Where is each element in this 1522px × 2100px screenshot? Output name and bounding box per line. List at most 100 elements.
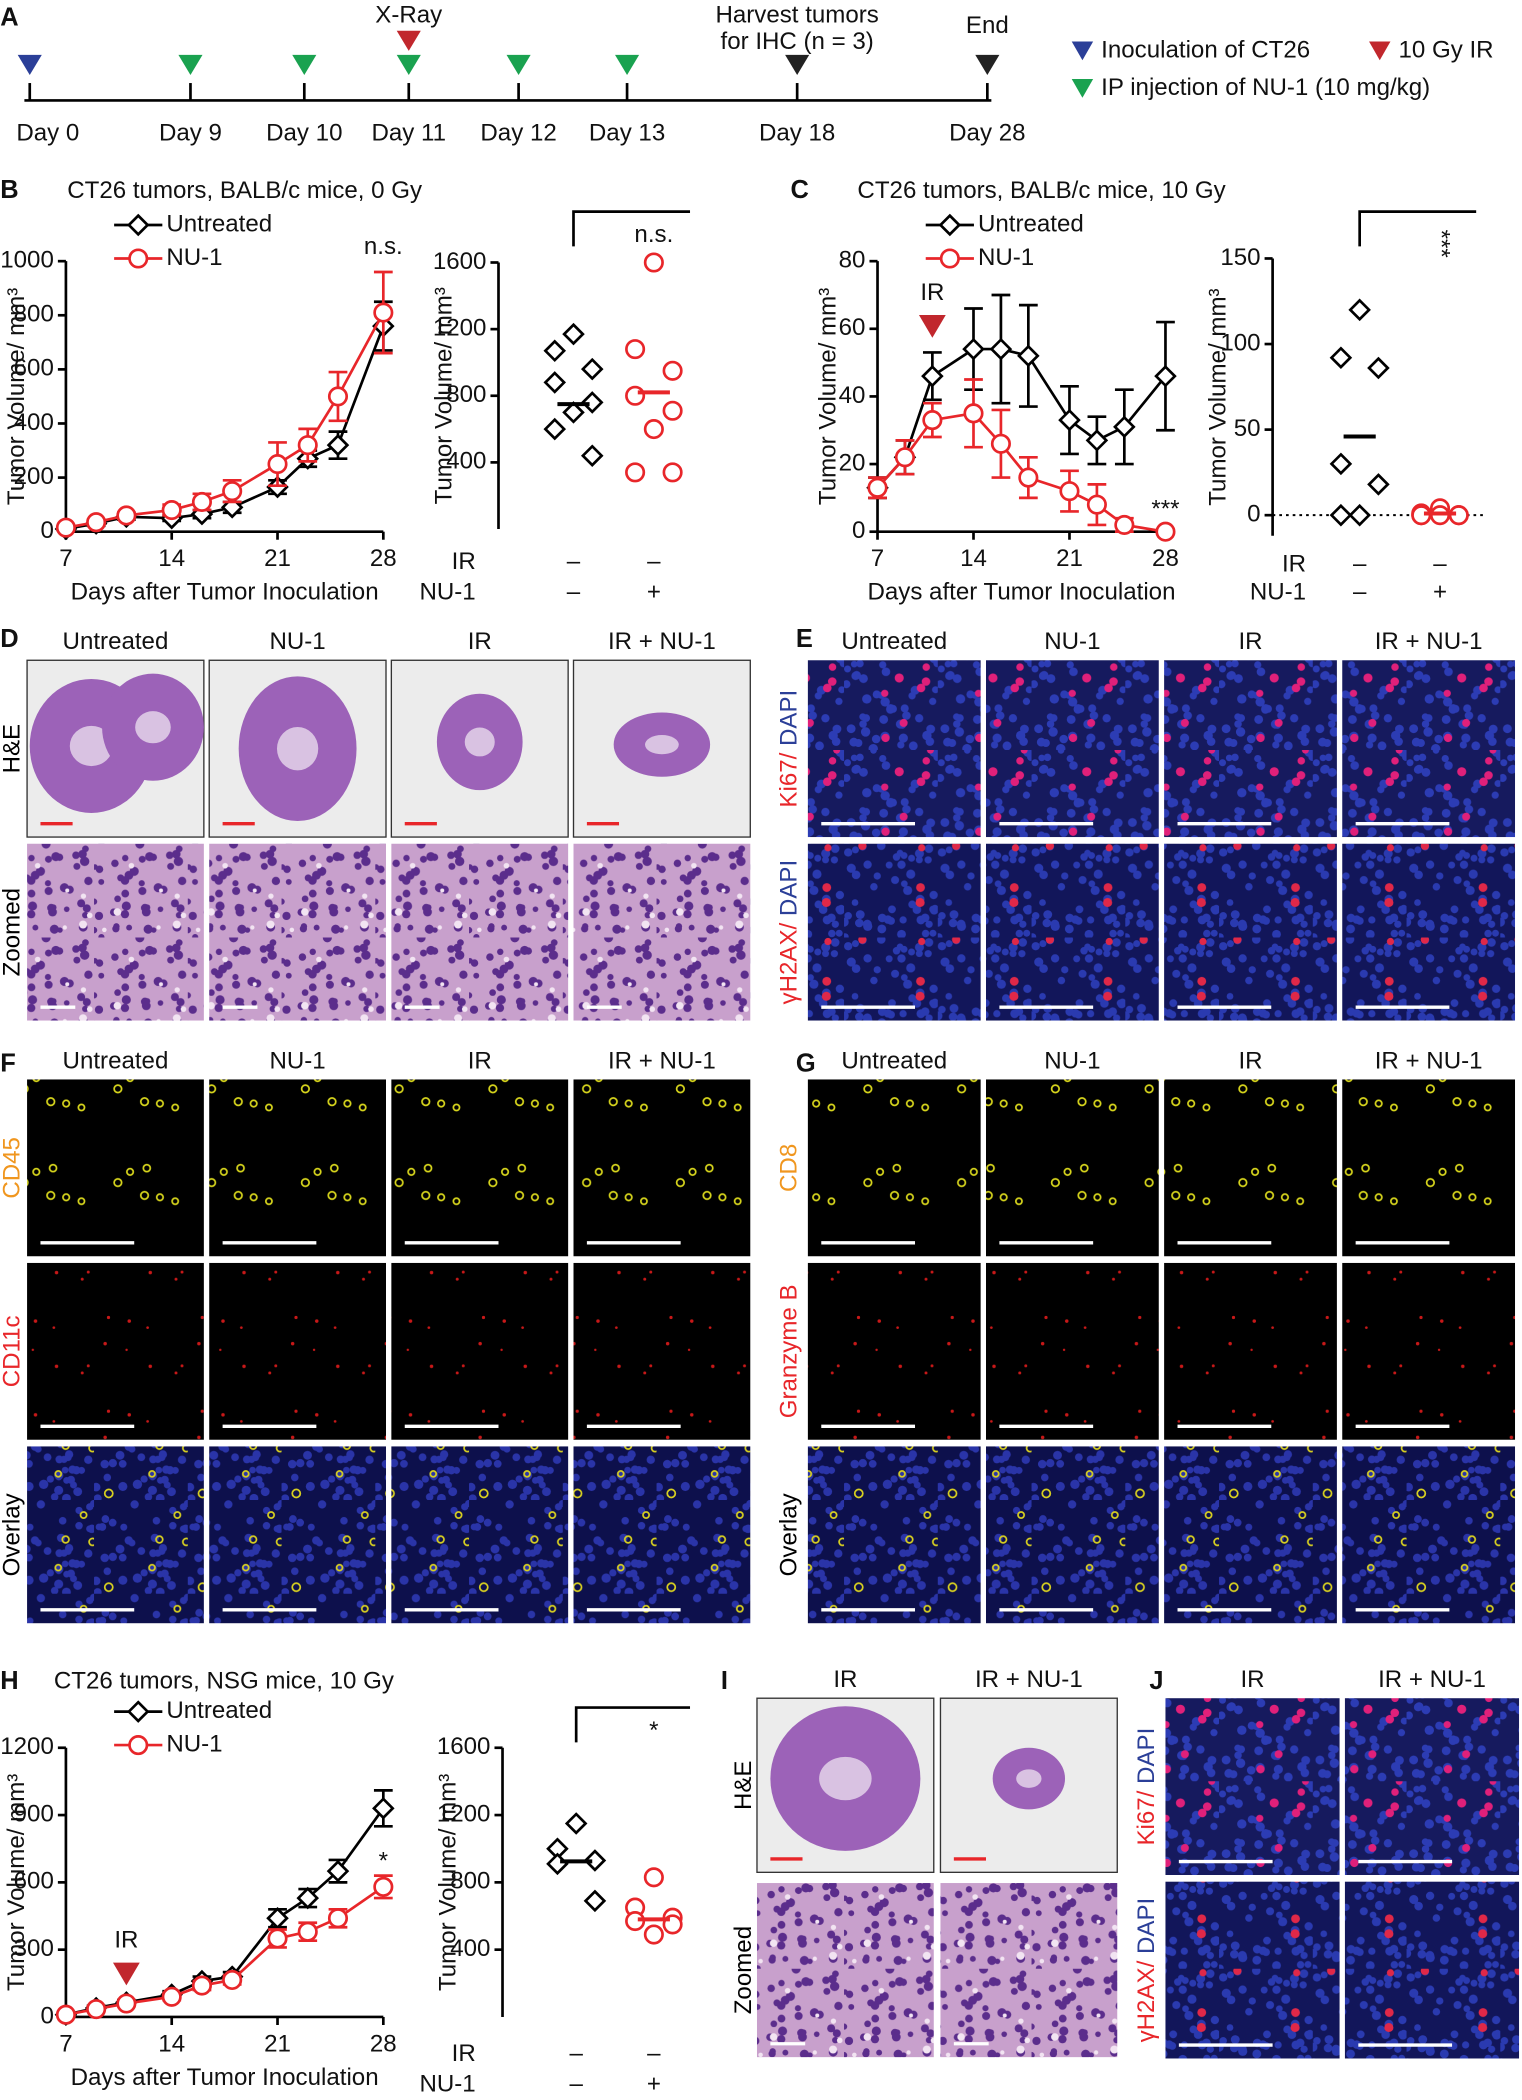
y-tick-label: 150 bbox=[1220, 244, 1260, 271]
tissue-core bbox=[464, 727, 495, 757]
y-tick-label: 400 bbox=[446, 448, 486, 475]
data-point bbox=[1348, 298, 1371, 322]
image-tile bbox=[756, 1883, 934, 2058]
data-point bbox=[989, 337, 1013, 361]
data-point bbox=[962, 337, 985, 361]
x-tick-label: 14 bbox=[960, 545, 987, 572]
image-tile bbox=[209, 1446, 386, 1624]
data-point bbox=[296, 1886, 320, 1910]
column-label: IR bbox=[468, 1047, 492, 1074]
data-point bbox=[894, 447, 915, 468]
row-label-part: CD11c bbox=[0, 1315, 26, 1387]
row-value: – bbox=[647, 548, 661, 575]
tissue-core bbox=[1016, 1769, 1042, 1788]
image-tile bbox=[391, 1446, 569, 1624]
row-value: – bbox=[1353, 551, 1367, 578]
data-point bbox=[867, 477, 888, 498]
image-tile bbox=[1342, 843, 1516, 1021]
row-value: – bbox=[567, 548, 581, 575]
legend-text: NU-1 bbox=[978, 244, 1034, 271]
y-tick-label: 1600 bbox=[433, 248, 487, 275]
data-point bbox=[1059, 481, 1080, 502]
day-label: Day 9 bbox=[159, 119, 222, 146]
data-point bbox=[266, 475, 289, 499]
row-label-part: H&E bbox=[0, 724, 26, 774]
data-point bbox=[643, 1924, 664, 1945]
image-tile bbox=[1342, 1079, 1516, 1257]
y-tick-label: 0 bbox=[852, 517, 865, 544]
x-tick-label: 14 bbox=[158, 545, 185, 572]
y-tick-label: 300 bbox=[14, 1935, 54, 1962]
y-tick-label: 50 bbox=[1234, 415, 1261, 442]
image-tile bbox=[1165, 1881, 1340, 2059]
image-tile bbox=[391, 843, 569, 1021]
image-tile bbox=[1164, 660, 1337, 838]
event-label: X-Ray bbox=[375, 1, 442, 28]
chart-title: CT26 tumors, BALB/c mice, 0 Gy bbox=[67, 177, 422, 204]
column-label: Untreated bbox=[63, 1047, 169, 1074]
image-tile bbox=[573, 1079, 751, 1257]
x-axis-label: Days after Tumor Inoculation bbox=[71, 579, 379, 606]
tissue-core bbox=[645, 735, 679, 755]
image-tile bbox=[1164, 1446, 1337, 1624]
data-point bbox=[1114, 514, 1135, 535]
data-point bbox=[1367, 473, 1390, 496]
day-label: Day 11 bbox=[371, 119, 446, 146]
row-label: γH2AX/DAPI bbox=[776, 860, 803, 1005]
data-point bbox=[267, 454, 288, 475]
y-tick-label: 600 bbox=[14, 1868, 54, 1895]
data-point bbox=[921, 364, 944, 388]
image-tile bbox=[940, 1883, 1118, 2058]
row-label: Granzyme B bbox=[776, 1284, 803, 1418]
legend-marker bbox=[938, 213, 962, 237]
y-tick-label: 100 bbox=[1220, 329, 1260, 356]
row-label-part: CD8 bbox=[776, 1144, 803, 1192]
y-tick-label: 20 bbox=[839, 449, 866, 476]
image-tile bbox=[209, 1079, 386, 1257]
y-axis-label: Tumor Volume/ mm³ bbox=[1204, 288, 1231, 505]
image-tile bbox=[573, 843, 751, 1021]
significance: * bbox=[379, 1848, 388, 1875]
row-label: IR bbox=[1282, 551, 1306, 578]
data-point bbox=[562, 401, 585, 424]
x-tick-label: 21 bbox=[264, 545, 291, 572]
row-label-part: CD45 bbox=[0, 1137, 26, 1199]
series-line bbox=[65, 325, 385, 531]
event-label: Harvest tumors bbox=[715, 1, 878, 28]
event-marker bbox=[292, 54, 317, 75]
series-line bbox=[65, 1885, 385, 2017]
data-point bbox=[1367, 356, 1390, 380]
data-point bbox=[1155, 521, 1176, 542]
event-marker bbox=[17, 54, 42, 75]
column-label: IR + NU-1 bbox=[1375, 1047, 1483, 1074]
tissue-core bbox=[69, 725, 113, 767]
data-point bbox=[1085, 429, 1109, 452]
image-tile bbox=[1344, 1698, 1520, 1875]
y-tick-label: 400 bbox=[450, 1935, 490, 1962]
data-point bbox=[297, 435, 318, 456]
data-point bbox=[662, 360, 683, 381]
x-tick-label: 28 bbox=[370, 545, 397, 572]
image-tile bbox=[986, 660, 1159, 838]
significance-bracket bbox=[1358, 210, 1477, 247]
data-point bbox=[1329, 346, 1353, 370]
significance: *** bbox=[1151, 496, 1179, 523]
day-label: Day 13 bbox=[589, 119, 665, 146]
data-point bbox=[373, 1876, 394, 1897]
y-axis-label: Tumor Volume/ mm³ bbox=[3, 1774, 30, 1991]
data-point bbox=[546, 1852, 569, 1876]
y-axis-label: Tumor Volume/ mm³ bbox=[815, 288, 842, 505]
data-point bbox=[580, 391, 604, 414]
panel-letter: I bbox=[721, 1667, 728, 1695]
series-line bbox=[876, 411, 1166, 534]
legend-text: NU-1 bbox=[166, 244, 222, 271]
row-label-part: DAPI bbox=[776, 860, 803, 916]
legend-marker bbox=[1071, 41, 1094, 61]
legend-marker bbox=[939, 248, 960, 269]
row-label-part: Ki67/ bbox=[776, 752, 803, 807]
data-point bbox=[161, 1986, 182, 2007]
x-tick-label: 21 bbox=[1056, 545, 1083, 572]
data-point bbox=[625, 462, 646, 483]
data-point bbox=[373, 302, 394, 323]
data-point bbox=[1329, 503, 1353, 527]
